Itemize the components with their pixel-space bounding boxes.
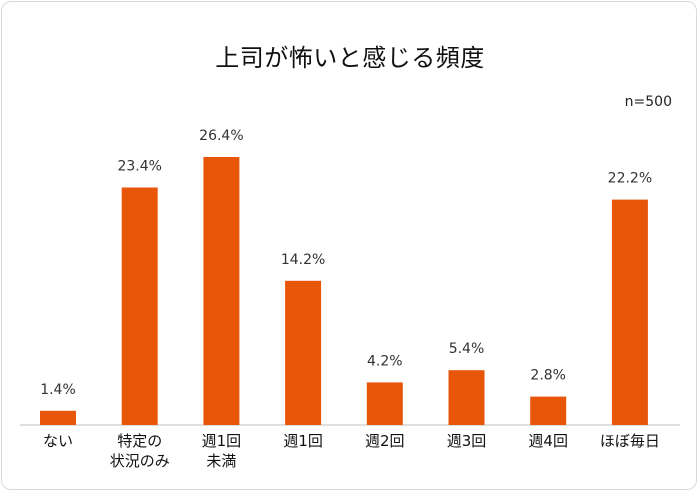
tick-label-5: 週3回 (447, 432, 487, 450)
bar-4 (366, 382, 403, 425)
bar-1 (121, 187, 158, 425)
tick-label-3: 週1回 (283, 432, 323, 450)
data-label-6: 2.8% (530, 368, 566, 384)
data-label-1: 23.4% (117, 159, 161, 175)
tick-label-6: 週4回 (528, 432, 568, 450)
data-label-7: 22.2% (608, 171, 652, 187)
tick-label-2: 週1回未満 (202, 432, 242, 470)
bar-3 (285, 280, 322, 425)
bar-2 (203, 157, 240, 425)
bar-0 (40, 410, 76, 425)
bar-7 (611, 199, 648, 425)
bar-6 (530, 396, 567, 425)
data-label-5: 5.4% (449, 341, 485, 357)
sample-size-note: n=500 (624, 94, 672, 110)
tick-label-7: ほぼ毎日 (600, 432, 660, 450)
data-label-3: 14.2% (281, 252, 325, 268)
data-label-0: 1.4% (40, 382, 76, 398)
data-label-2: 26.4% (199, 128, 243, 144)
chart-title: 上司が怖いと感じる頻度 (215, 44, 485, 72)
tick-label-0: ない (43, 432, 73, 450)
bar-5 (448, 370, 485, 425)
tick-label-1: 特定の状況のみ (110, 432, 170, 470)
data-label-4: 4.2% (367, 353, 403, 369)
tick-label-4: 週2回 (365, 432, 405, 450)
